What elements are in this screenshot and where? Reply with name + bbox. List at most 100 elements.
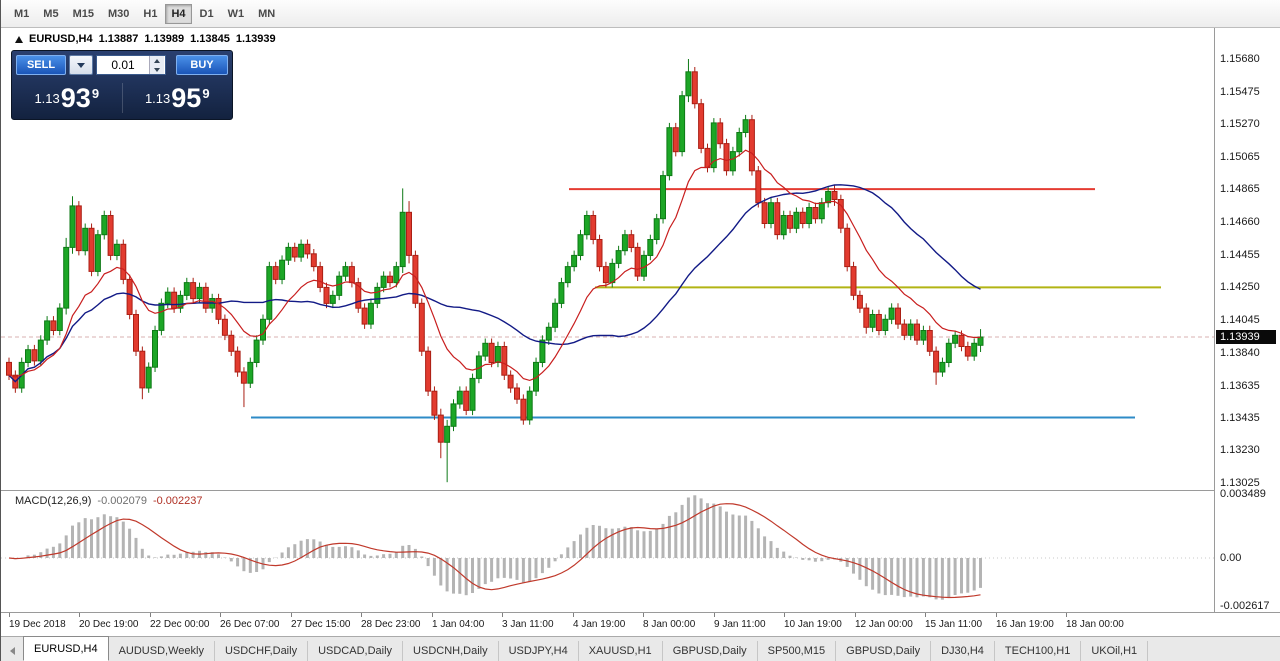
sell-price-pipette: 9 [91,86,100,101]
macd-signal-value: -0.002237 [152,495,203,507]
volume-decrease-button[interactable] [150,65,164,74]
buy-button[interactable]: BUY [176,55,228,75]
chart-symbol-period: EURUSD,H4 [29,33,93,45]
sell-button[interactable]: SELL [16,55,66,75]
quote-divider [121,83,123,113]
window-list-icon[interactable] [5,644,19,658]
volume-increase-button[interactable] [150,56,164,65]
timeframe-button-M30[interactable]: M30 [102,4,135,24]
ma-slow-line [8,184,981,383]
sell-price-prefix: 1.13 [34,91,60,106]
horizontal-lines [251,188,1161,419]
chart-tab-DJ30-H4[interactable]: DJ30,H4 [931,641,995,661]
volume-box [96,55,166,75]
price-axis-label: 1.14250 [1220,281,1260,293]
chart-tab-TECH100-H1[interactable]: TECH100,H1 [995,641,1082,661]
volume-input[interactable] [97,56,149,74]
time-axis-label: 3 Jan 11:00 [502,619,554,630]
trade-controls-row: SELL BUY [12,55,232,75]
time-axis-tick [643,613,644,617]
price-axis-label: 1.13230 [1220,444,1260,456]
price-axis-label: 1.13840 [1220,347,1260,359]
price-axis-label: 1.15065 [1220,151,1260,163]
time-axis-label: 8 Jan 00:00 [643,619,696,630]
chart-tab-USDCHF-Daily[interactable]: USDCHF,Daily [215,641,309,661]
price-axis-label: 1.14455 [1220,249,1260,261]
chart-tab-USDCAD-Daily[interactable]: USDCAD,Daily [308,641,404,661]
one-click-trading-panel: SELL BUY 1.13 93 9 1.13 95 [11,50,233,120]
buy-price-display: 1.13 95 9 [123,84,233,112]
price-axis-label: 1.15270 [1220,118,1260,130]
chart-tab-AUDUSD-Weekly[interactable]: AUDUSD,Weekly [109,641,215,661]
timeframe-button-W1[interactable]: W1 [222,4,251,24]
time-axis-label: 4 Jan 19:00 [573,619,626,630]
time-axis-label: 16 Jan 19:00 [996,619,1054,630]
price-axis[interactable]: 1.13939 1.15680 1.15475 1.15270 1.15065 1.14… [1214,28,1280,612]
price-axis-label: 1.13025 [1220,477,1260,489]
time-axis-label: 10 Jan 19:00 [784,619,842,630]
timeframe-button-H1[interactable]: H1 [137,4,163,24]
ma-fast-line [8,149,981,382]
macd-panel[interactable] [1,491,1214,612]
chevron-up-icon [154,58,160,63]
time-axis-tick [502,613,503,617]
trade-quotes-row: 1.13 93 9 1.13 95 9 [12,78,232,118]
price-axis-label: 1.14865 [1220,183,1260,195]
symbol-marker-icon [15,35,23,43]
time-axis-label: 15 Jan 11:00 [925,619,983,630]
timeframe-button-H4[interactable]: H4 [165,3,192,24]
timeframe-button-M1[interactable]: M1 [8,4,35,24]
time-axis-tick [996,613,997,617]
timeframe-button-D1[interactable]: D1 [194,4,220,24]
candles-series [6,59,984,483]
buy-price-main: 95 [171,83,202,113]
time-axis[interactable]: 19 Dec 2018 20 Dec 19:00 22 Dec 00:00 26 De… [1,612,1280,636]
price-axis-label: 1.15680 [1220,53,1260,65]
buy-price-prefix: 1.13 [144,91,171,106]
chart-close-value: 1.13939 [235,33,276,45]
volume-dropdown-button[interactable] [69,55,93,75]
chart-ohlc-header: EURUSD,H4 1.13887 1.13989 1.13845 1.1393… [15,33,276,45]
time-axis-label: 22 Dec 00:00 [150,619,210,630]
price-axis-label: 1.13635 [1220,380,1260,392]
time-axis-tick [220,613,221,617]
time-axis-tick [79,613,80,617]
time-axis-tick [291,613,292,617]
time-axis-tick [1066,613,1067,617]
buy-price-pipette: 9 [202,86,210,101]
price-axis-label: 1.13435 [1220,412,1260,424]
chart-tab-bar: EURUSD,H4 AUDUSD,Weekly USDCHF,Daily USDCAD… [1,636,1280,661]
chart-tab-USDJPY-H4[interactable]: USDJPY,H4 [499,641,579,661]
price-axis-label: 1.15475 [1220,86,1260,98]
timeframe-button-M15[interactable]: M15 [67,4,100,24]
chart-open-value: 1.13887 [98,33,139,45]
timeframe-button-MN[interactable]: MN [252,4,281,24]
chart-tab-SP500-M15[interactable]: SP500,M15 [758,641,837,661]
chart-tab-UKOil-H1[interactable]: UKOil,H1 [1081,641,1149,661]
time-axis-label: 18 Jan 00:00 [1066,619,1124,630]
price-axis-label: 1.14660 [1220,216,1260,228]
time-axis-label: 1 Jan 04:00 [432,619,485,630]
time-axis-tick [925,613,926,617]
time-axis-label: 19 Dec 2018 [9,619,66,630]
time-axis-tick [432,613,433,617]
time-axis-label: 20 Dec 19:00 [79,619,139,630]
chart-tab-GBPUSD-Daily[interactable]: GBPUSD,Daily [836,641,932,661]
chart-tab-EURUSD-H4[interactable]: EURUSD,H4 [23,636,109,661]
time-axis-tick [855,613,856,617]
chart-tab-GBPUSD-Daily[interactable]: GBPUSD,Daily [663,641,758,661]
chart-tab-USDCNH-Daily[interactable]: USDCNH,Daily [403,641,499,661]
price-axis-label: 0.003489 [1220,488,1266,500]
time-axis-label: 9 Jan 11:00 [714,619,766,630]
time-axis-label: 27 Dec 15:00 [291,619,351,630]
chevron-down-icon [77,62,85,68]
macd-indicator-label: MACD(12,26,9) -0.002079 -0.002237 [15,495,203,507]
time-axis-tick [784,613,785,617]
time-axis-tick [150,613,151,617]
chart-high-value: 1.13989 [144,33,185,45]
chart-tab-XAUUSD-H1[interactable]: XAUUSD,H1 [579,641,663,661]
time-axis-tick [573,613,574,617]
timeframe-button-M5[interactable]: M5 [37,4,64,24]
time-axis-tick [714,613,715,617]
